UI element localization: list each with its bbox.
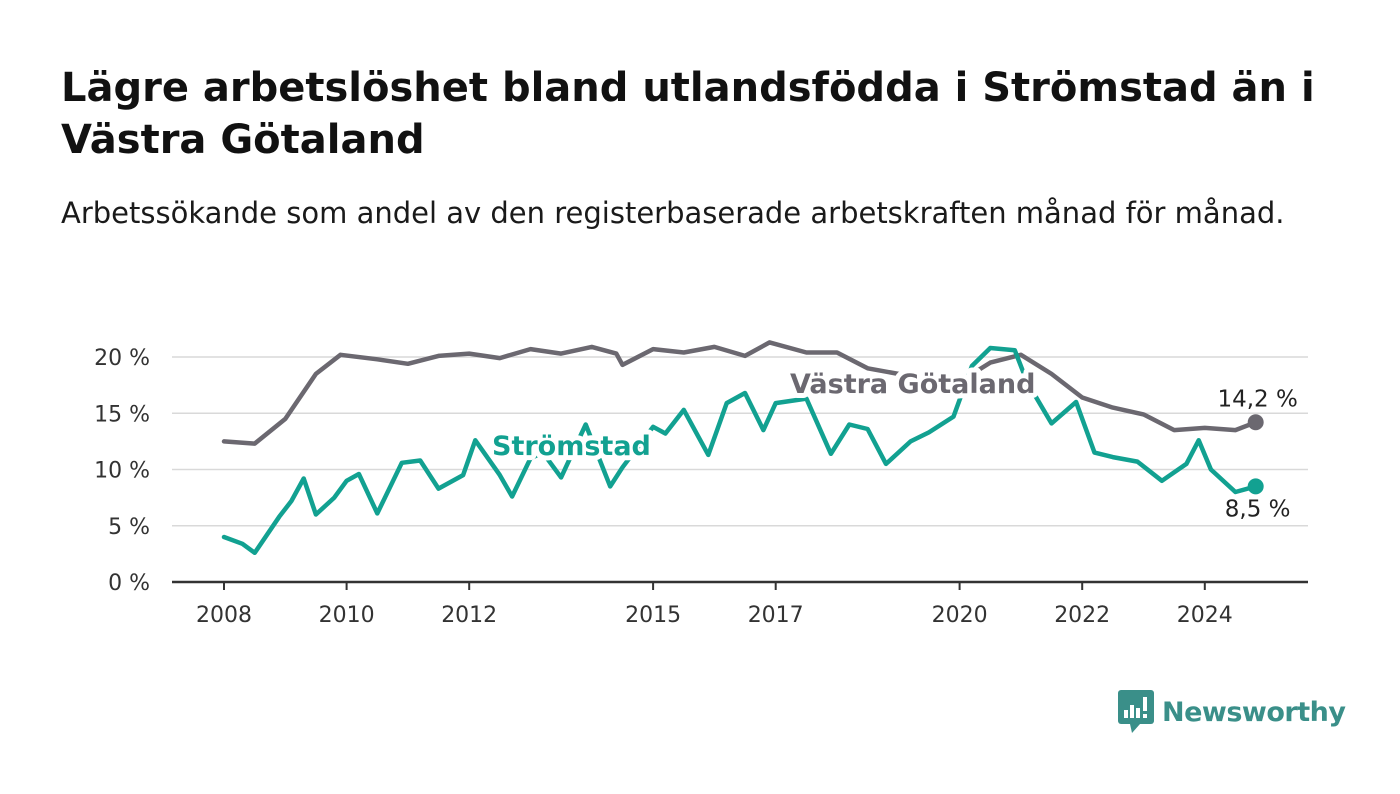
chart-subtitle: Arbetssökande som andel av den registerb… (61, 196, 1285, 230)
series-labels: Västra Götaland Strömstad (487, 364, 1040, 467)
bar-chart-speech-bubble-icon (1118, 690, 1154, 733)
chart-title: Lägre arbetslöshet bland utlandsfödda i … (61, 65, 1315, 163)
series-lines: 14,2 % 8,5 % (221, 340, 1298, 556)
x-tick-label: 2008 (196, 603, 252, 628)
series-name-label: Västra Götaland (790, 369, 1035, 400)
x-tick-label: 2020 (932, 603, 988, 628)
y-axis-ticks: 0 % 5 % 10 % 15 % 20 % (94, 346, 150, 596)
brand-name: Newsworthy (1162, 696, 1346, 728)
x-tick-label: 2017 (748, 603, 804, 628)
end-value-label: 8,5 % (1225, 496, 1291, 522)
series-name-label: Strömstad (492, 431, 651, 462)
y-tick-label: 10 % (94, 459, 150, 484)
series-line (221, 345, 1258, 556)
end-value-label: 14,2 % (1217, 386, 1297, 412)
x-tick-label: 2024 (1177, 603, 1233, 628)
series-line (221, 340, 1258, 446)
y-tick-label: 20 % (94, 346, 150, 371)
y-tick-label: 15 % (94, 402, 150, 427)
x-tick-label: 2012 (441, 603, 497, 628)
x-tick-label: 2022 (1054, 603, 1110, 628)
x-tick-label: 2010 (319, 603, 375, 628)
gridlines (172, 356, 1308, 527)
x-tick-label: 2015 (625, 603, 681, 628)
y-tick-label: 5 % (108, 515, 150, 540)
series-end-point (1247, 414, 1264, 431)
series-end-point (1247, 478, 1264, 495)
x-axis-ticks: 2008 2010 2012 2015 2017 2020 2022 2024 (196, 582, 1233, 628)
y-tick-label: 0 % (108, 571, 150, 596)
newsworthy-logo: Newsworthy (1118, 690, 1346, 734)
